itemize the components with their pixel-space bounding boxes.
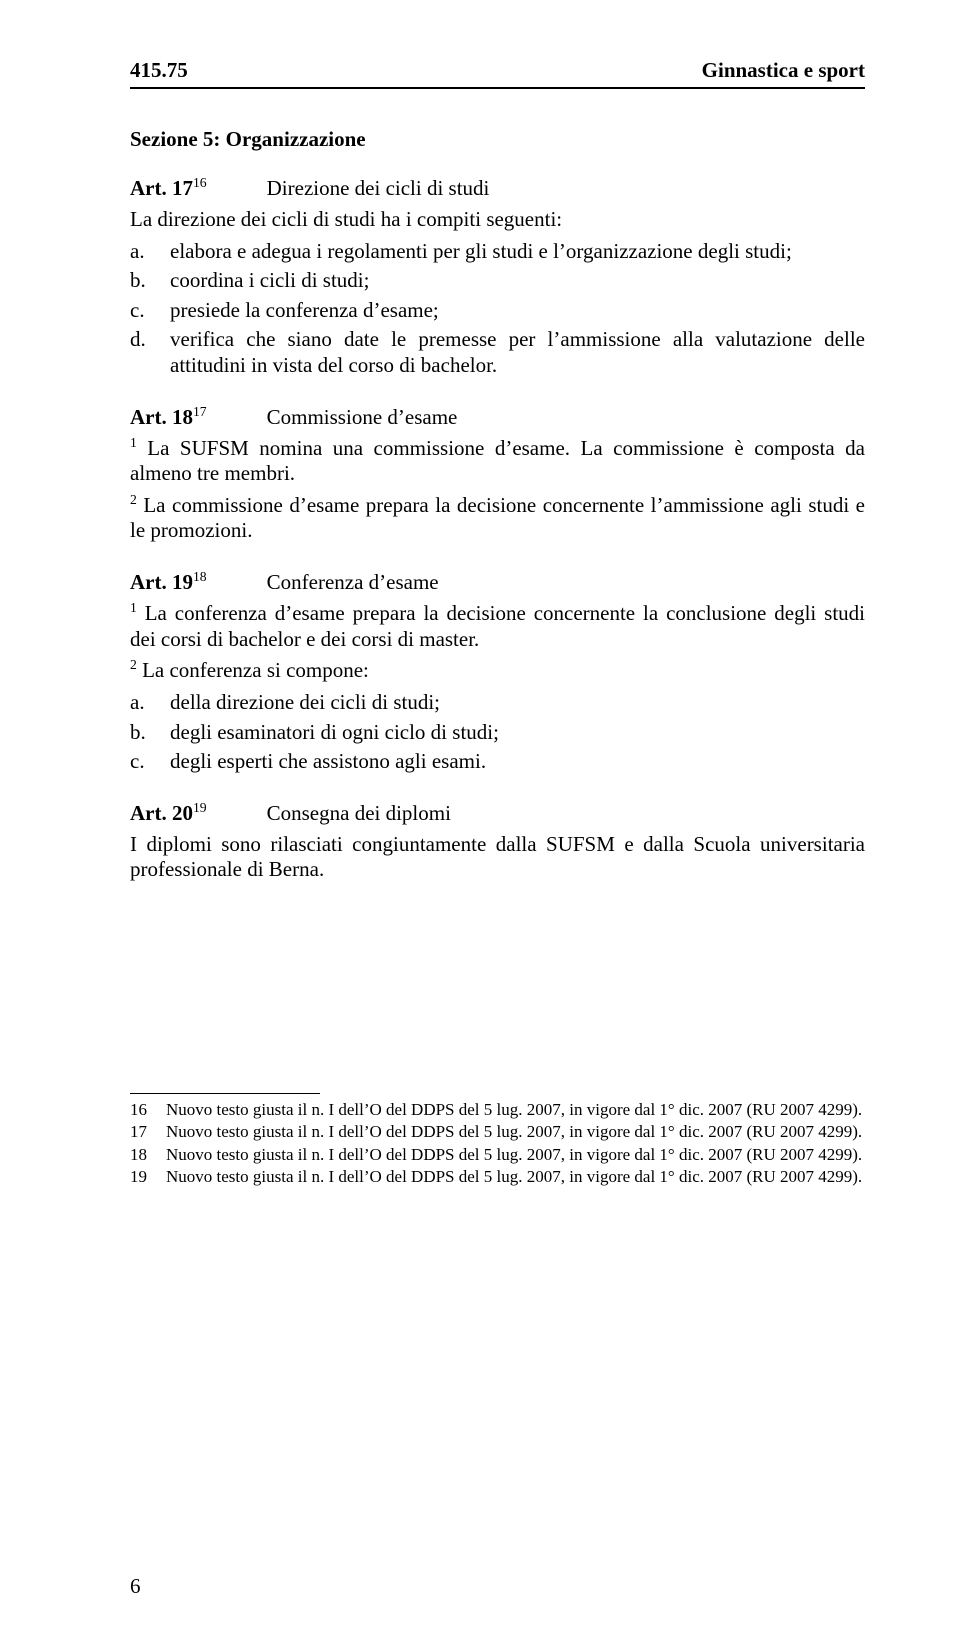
footnote: 18Nuovo testo giusta il n. I dell’O del … [130,1145,865,1165]
article-17-heading: Art. 1716 Direzione dei cicli di studi [130,176,865,201]
p-text: La conferenza si compone: [137,658,369,682]
footnote-text: Nuovo testo giusta il n. I dell’O del DD… [166,1122,865,1142]
p-text: La conferenza d’esame prepara la decisio… [130,601,865,651]
article-19: Art. 1918 Conferenza d’esame 1 La confere… [130,570,865,775]
list-marker: a. [130,239,170,265]
list-marker: c. [130,298,170,324]
art18-p1: 1 La SUFSM nomina una commissione d’esam… [130,436,865,487]
art20-sup: 19 [193,800,207,815]
art17-list: a.elabora e adegua i regolamenti per gli… [130,239,865,379]
page-number: 6 [130,1574,141,1599]
footnote-num: 16 [130,1100,166,1120]
list-marker: b. [130,720,170,746]
article-17: Art. 1716 Direzione dei cicli di studi La… [130,176,865,379]
p-sup: 2 [130,492,137,507]
footnote-text: Nuovo testo giusta il n. I dell’O del DD… [166,1100,865,1120]
list-text: degli esaminatori di ogni ciclo di studi… [170,720,865,746]
list-item: d.verifica che siano date le premesse pe… [130,327,865,378]
art18-sup: 17 [193,404,207,419]
footnote: 16Nuovo testo giusta il n. I dell’O del … [130,1100,865,1120]
article-20: Art. 2019 Consegna dei diplomi I diplomi … [130,801,865,883]
header-rule [130,87,865,89]
article-20-heading: Art. 2019 Consegna dei diplomi [130,801,865,826]
p-sup: 1 [130,435,137,450]
art17-label: Art. 17 [130,176,193,200]
list-item: a.elabora e adegua i regolamenti per gli… [130,239,865,265]
art20-p1: I diplomi sono rilasciati congiuntamente… [130,832,865,883]
footnote-text: Nuovo testo giusta il n. I dell’O del DD… [166,1145,865,1165]
header-right: Ginnastica e sport [702,58,865,83]
footnote-text: Nuovo testo giusta il n. I dell’O del DD… [166,1167,865,1187]
art19-label: Art. 19 [130,570,193,594]
list-item: c.presiede la conferenza d’esame; [130,298,865,324]
art19-p2: 2 La conferenza si compone: [130,658,865,684]
list-item: b.degli esaminatori di ogni ciclo di stu… [130,720,865,746]
list-text: coordina i cicli di studi; [170,268,865,294]
p-text: La commissione d’esame prepara la decisi… [130,493,865,543]
article-19-heading: Art. 1918 Conferenza d’esame [130,570,865,595]
art18-p2: 2 La commissione d’esame prepara la deci… [130,493,865,544]
footnote-num: 19 [130,1167,166,1187]
list-marker: a. [130,690,170,716]
list-marker: c. [130,749,170,775]
p-text: La SUFSM nomina una commissione d’esame.… [130,436,865,486]
footnotes: 16Nuovo testo giusta il n. I dell’O del … [130,1093,865,1188]
art18-title: Commissione d’esame [267,405,458,429]
p-sup: 2 [130,657,137,672]
art17-intro: La direzione dei cicli di studi ha i com… [130,207,865,233]
list-text: verifica che siano date le premesse per … [170,327,865,378]
article-18-heading: Art. 1817 Commissione d’esame [130,405,865,430]
art18-label: Art. 18 [130,405,193,429]
art20-title: Consegna dei diplomi [267,801,451,825]
article-18: Art. 1817 Commissione d’esame 1 La SUFSM … [130,405,865,544]
list-marker: b. [130,268,170,294]
art20-label: Art. 20 [130,801,193,825]
footnote-rule [130,1093,320,1094]
list-item: a.della direzione dei cicli di studi; [130,690,865,716]
art17-title: Direzione dei cicli di studi [267,176,490,200]
page: 415.75 Ginnastica e sport Sezione 5: Org… [0,0,960,1641]
footnote-num: 17 [130,1122,166,1142]
list-text: della direzione dei cicli di studi; [170,690,865,716]
list-item: c.degli esperti che assistono agli esami… [130,749,865,775]
section-title: Sezione 5: Organizzazione [130,127,865,152]
art17-sup: 16 [193,175,207,190]
footnote: 17Nuovo testo giusta il n. I dell’O del … [130,1122,865,1142]
footnote-num: 18 [130,1145,166,1165]
list-item: b.coordina i cicli di studi; [130,268,865,294]
art19-title: Conferenza d’esame [267,570,439,594]
art19-list: a.della direzione dei cicli di studi; b.… [130,690,865,775]
p-sup: 1 [130,600,137,615]
page-header: 415.75 Ginnastica e sport [130,58,865,83]
art19-p1: 1 La conferenza d’esame prepara la decis… [130,601,865,652]
list-text: elabora e adegua i regolamenti per gli s… [170,239,865,265]
list-marker: d. [130,327,170,378]
header-left: 415.75 [130,58,188,83]
footnote: 19Nuovo testo giusta il n. I dell’O del … [130,1167,865,1187]
list-text: presiede la conferenza d’esame; [170,298,865,324]
art19-sup: 18 [193,569,207,584]
list-text: degli esperti che assistono agli esami. [170,749,865,775]
